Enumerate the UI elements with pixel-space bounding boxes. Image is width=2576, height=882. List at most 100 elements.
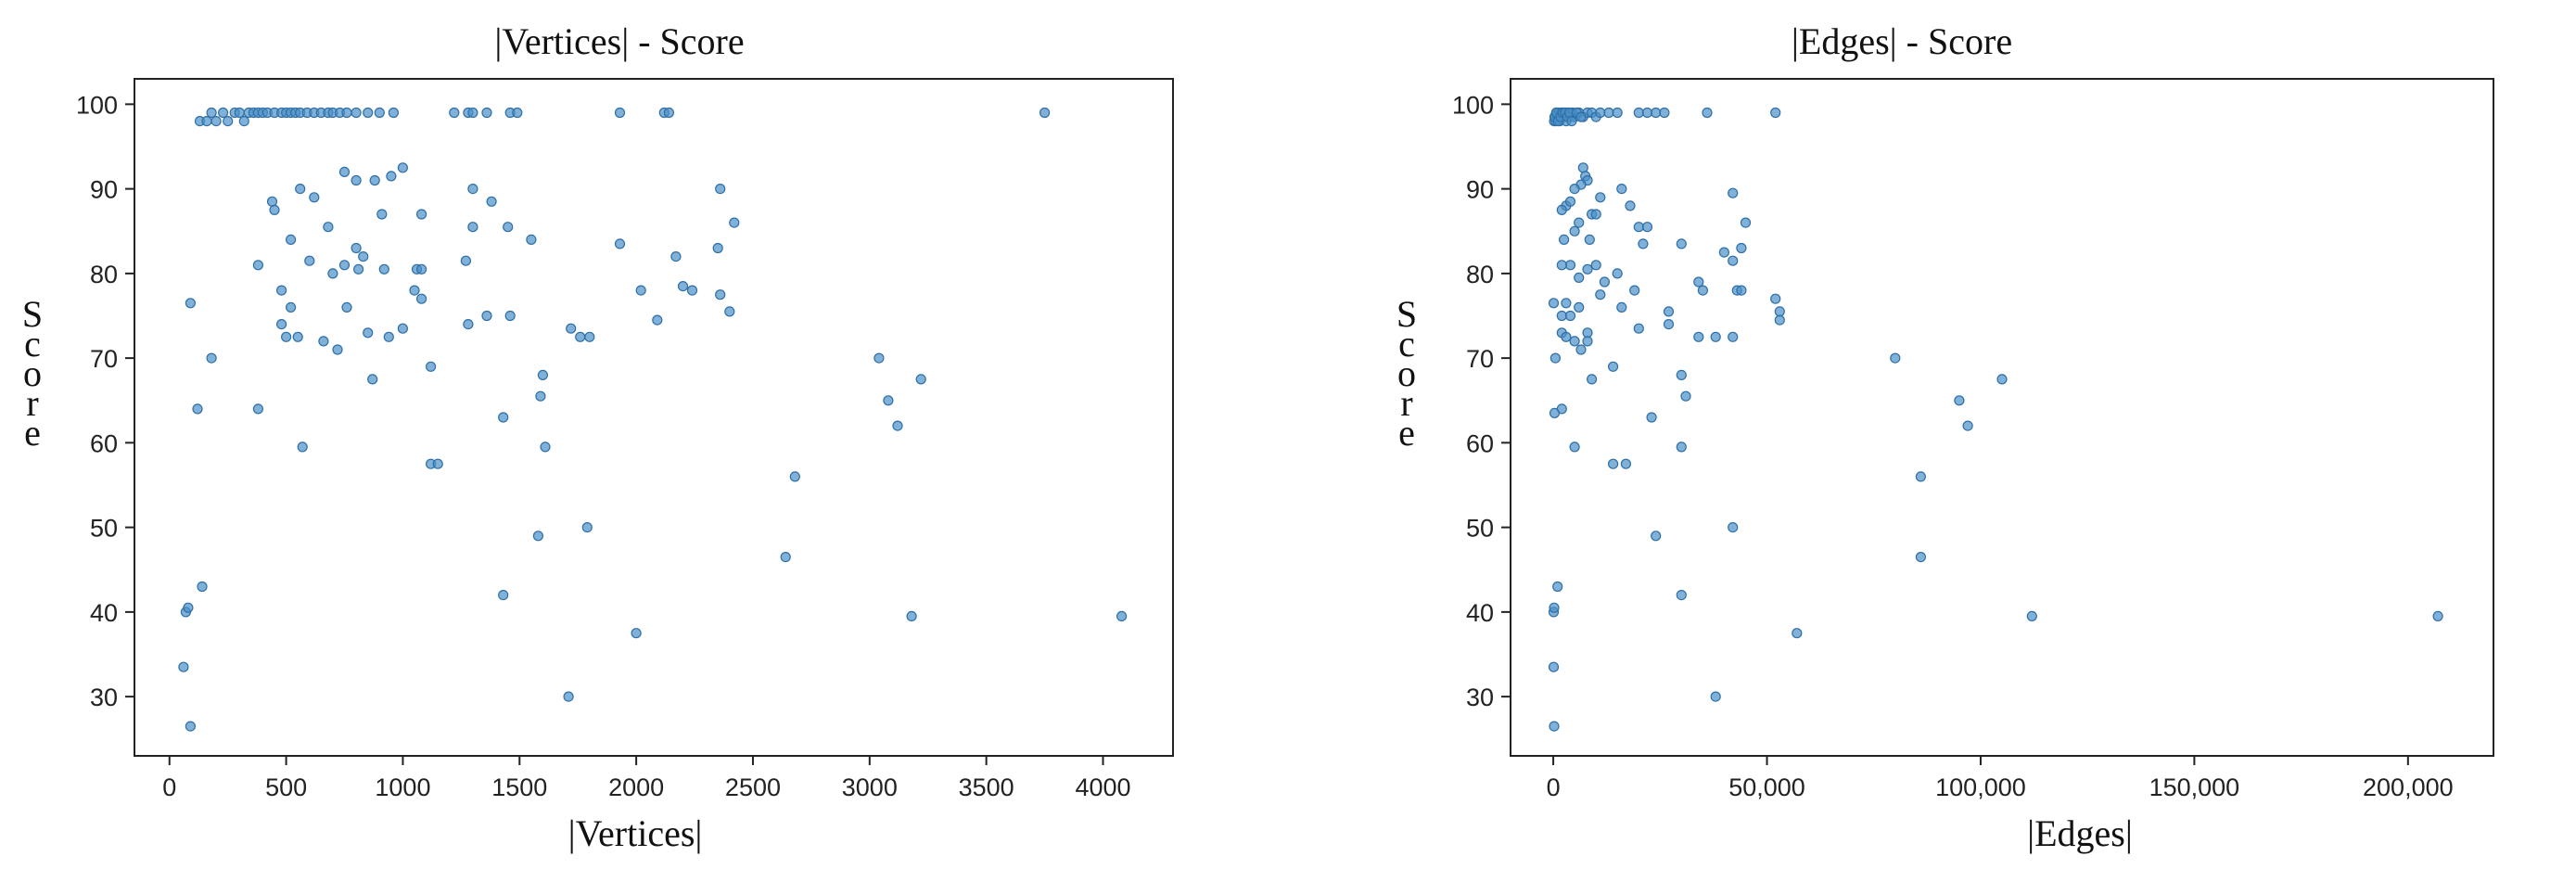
data-point [183,602,194,613]
data-point [238,116,249,127]
y-tick-label: 40 [1466,599,1494,627]
data-point [1039,107,1051,119]
data-point [323,222,334,233]
data-point [1616,184,1627,195]
data-point [1549,352,1561,364]
data-point [1616,301,1627,313]
x-axis-label: |Vertices| [568,812,703,854]
data-point [1663,306,1675,317]
scatter-points [1548,107,2443,732]
data-point [584,331,595,342]
data-point [481,107,492,119]
data-point [540,441,551,453]
data-point [724,306,735,317]
data-point [304,255,315,266]
data-point [338,260,351,271]
y-axis-label-letter: S [22,293,43,335]
data-point [1595,289,1606,300]
data-point [1641,107,1653,119]
data-point [1608,458,1619,469]
y-tick-label: 100 [1452,91,1494,119]
data-point [1564,196,1576,207]
data-point [1608,361,1619,372]
data-point [397,323,408,334]
data-point [1693,331,1704,342]
data-point [712,242,723,254]
chart-title: |Edges| - Score [1792,20,2012,62]
y-tick-label: 70 [1466,345,1494,373]
data-point [338,166,351,177]
data-point [1116,610,1128,622]
data-point [1625,200,1636,211]
data-point [416,209,427,220]
data-point [1774,314,1785,326]
x-axis-ticks: 0 50,000 100,000 150,000 200,000 [1547,756,2454,801]
data-point [1651,107,1662,119]
data-point [729,217,740,228]
data-point [252,260,263,271]
data-point [369,174,380,186]
data-point [1548,298,1560,309]
data-point [1564,260,1576,271]
y-axis-label: Score [1396,293,1417,454]
x-tick-label: 100,000 [1935,773,2026,801]
data-point [1962,420,1973,431]
data-point [1564,310,1576,322]
data-point [1574,217,1585,228]
data-point [432,458,443,469]
data-point [358,251,369,262]
data-point [286,234,297,245]
data-point [1549,721,1560,732]
data-point [874,352,885,364]
data-point [1710,691,1721,702]
data-point [185,298,196,309]
data-point [1954,395,1965,406]
data-point [1574,272,1585,283]
data-point [1556,260,1567,271]
data-point [652,314,663,326]
data-point [1556,310,1567,322]
data-point [386,171,397,182]
data-point [481,310,492,322]
x-axis-label: |Edges| [2027,812,2133,854]
data-point [351,174,362,186]
data-point [276,285,287,296]
data-point [1566,116,1577,127]
data-point [197,581,208,593]
data-point [1587,374,1598,385]
y-tick-label: 80 [1466,261,1494,288]
data-point [1575,344,1587,355]
data-point [463,319,474,330]
data-point [789,471,800,482]
data-point [449,107,460,119]
y-tick-label: 60 [1466,429,1494,457]
data-point [206,107,217,119]
data-point [1915,471,1927,482]
y-axis-label-letter: e [1398,412,1415,454]
y-axis-label: Score [22,293,43,454]
x-tick-label: 3000 [842,773,898,801]
data-point [276,319,287,330]
x-tick-label: 1500 [491,773,547,801]
data-point [535,390,546,402]
data-point [1552,581,1563,593]
y-tick-label: 30 [1466,684,1494,711]
y-tick-label: 100 [76,91,118,119]
plot-frame [134,78,1174,757]
data-point [1702,107,1713,119]
y-axis-ticks: 30 40 50 60 70 80 90 100 [1452,91,1511,711]
data-point [498,412,509,423]
data-point [581,521,593,533]
y-tick-label: 30 [90,684,118,711]
data-point [1561,331,1572,342]
x-tick-label: 50,000 [1728,773,1805,801]
data-point [498,589,509,601]
data-point [409,285,420,296]
data-point [341,107,352,119]
data-point [1595,107,1606,119]
data-point [686,285,698,296]
data-point [252,403,263,415]
data-point [1569,225,1580,236]
data-point [1556,204,1567,215]
data-point [503,222,514,233]
